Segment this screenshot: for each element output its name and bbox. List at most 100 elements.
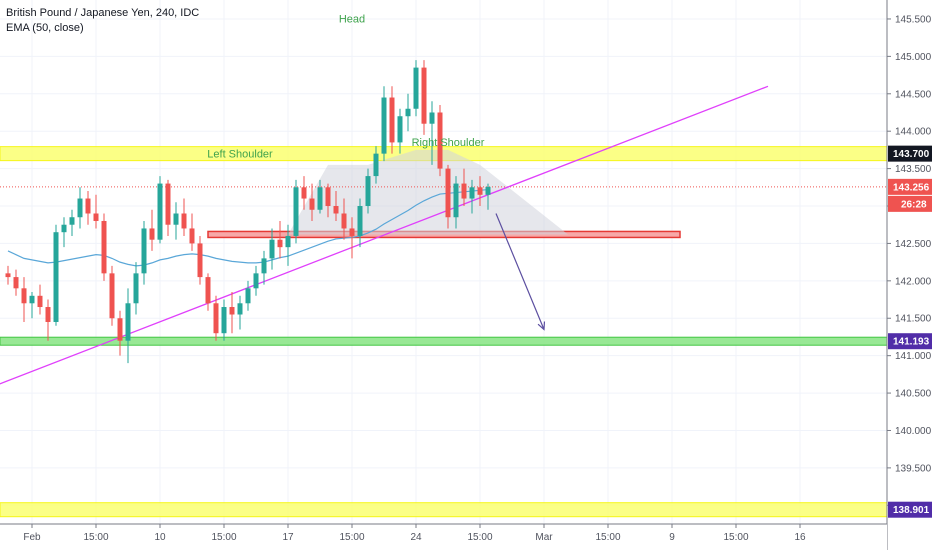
y-tick-label: 145.500: [895, 14, 932, 25]
candle: [445, 168, 451, 218]
level-tag-bg: [888, 145, 932, 162]
x-tick-label: 15:00: [211, 532, 236, 543]
y-tick-label: 144.000: [895, 127, 932, 138]
candles: [5, 60, 491, 364]
candle: [477, 187, 483, 195]
chart-legend: British Pound / Japanese Yen, 240, IDC E…: [6, 6, 199, 36]
x-tick-label: 16: [794, 532, 806, 543]
candle: [109, 273, 115, 319]
candle: [269, 239, 275, 259]
candle: [293, 187, 299, 236]
x-tick-label: 15:00: [723, 532, 748, 543]
level-tag-text: 141.193: [893, 337, 930, 348]
candle: [213, 303, 219, 334]
candle: [37, 295, 43, 308]
price-axis-bg: [887, 0, 932, 550]
candle: [429, 112, 435, 124]
candle: [237, 303, 243, 315]
candle: [133, 273, 139, 304]
level-band: [0, 336, 888, 346]
candle: [413, 67, 419, 109]
candle: [117, 318, 123, 341]
candle: [381, 97, 387, 154]
level-tag: 138.901: [888, 501, 932, 518]
candle: [125, 303, 131, 341]
ascending-trendline: [0, 85, 769, 385]
y-tick-label: 144.500: [895, 89, 932, 100]
candle: [301, 187, 307, 199]
candle: [333, 206, 339, 214]
y-tick-label: 142.500: [895, 239, 932, 250]
candle: [309, 198, 315, 210]
candle: [61, 224, 67, 233]
candle: [285, 235, 291, 248]
projection-arrow: [495, 213, 545, 330]
level-tag-text: 143.700: [893, 149, 930, 160]
candle: [373, 153, 379, 177]
x-tick-label: 10: [154, 532, 166, 543]
pattern-label-right-shoulder: Right Shoulder: [412, 137, 485, 149]
grid-lines: [0, 0, 887, 524]
candle: [5, 273, 11, 278]
candle: [469, 187, 475, 199]
candle: [69, 217, 75, 225]
candle: [357, 206, 363, 236]
candle: [77, 198, 83, 218]
candle: [85, 198, 91, 214]
candle: [205, 277, 211, 304]
ema-line: [7, 188, 489, 267]
symbol-title[interactable]: British Pound / Japanese Yen, 240, IDC: [6, 7, 200, 19]
level-band: [0, 502, 888, 518]
candle: [277, 239, 283, 248]
countdown-bg: [888, 195, 932, 212]
candle: [101, 220, 107, 274]
candle: [245, 288, 251, 304]
candle: [261, 258, 267, 274]
y-tick-label: 140.000: [895, 426, 932, 437]
x-tick-label: 17: [282, 532, 294, 543]
candle: [317, 187, 323, 210]
x-tick-label: 9: [669, 532, 675, 543]
x-tick-label: 15:00: [339, 532, 364, 543]
candle: [485, 186, 491, 195]
x-tick-label: Feb: [23, 532, 41, 543]
candle: [141, 228, 147, 274]
y-tick-label: 142.000: [895, 276, 932, 287]
y-tick-label: 139.500: [895, 463, 932, 474]
y-tick-label: 141.500: [895, 314, 932, 325]
candle: [253, 273, 259, 289]
candle: [173, 213, 179, 225]
pattern-label-head: Head: [339, 14, 365, 26]
last-price-tag: 143.256: [888, 178, 932, 195]
candle: [181, 213, 187, 229]
candle: [389, 97, 395, 143]
x-tick-label: 15:00: [83, 532, 108, 543]
candle: [461, 183, 467, 199]
candle: [21, 288, 27, 304]
y-tick-label: 140.500: [895, 389, 932, 400]
last-price-tag-text: 143.256: [893, 182, 930, 193]
candle: [229, 307, 235, 315]
y-tick-label: 145.000: [895, 52, 932, 63]
countdown-text: 26:28: [901, 199, 927, 210]
candle: [325, 187, 331, 207]
y-tick-label: 141.000: [895, 351, 932, 362]
candle: [437, 112, 443, 169]
y-tick-label: 143.500: [895, 164, 932, 175]
candle: [397, 116, 403, 143]
candle: [157, 183, 163, 240]
candle: [365, 176, 371, 207]
last-price-tag-bg: [888, 178, 932, 195]
x-tick-label: Mar: [535, 532, 553, 543]
candle: [221, 307, 227, 334]
candle: [341, 213, 347, 229]
candle: [45, 307, 51, 322]
candle: [197, 243, 203, 278]
candle: [53, 232, 59, 322]
level-tag-bg: [888, 501, 932, 518]
candle: [165, 183, 171, 225]
projection-arrow-head: [537, 321, 546, 331]
ema-indicator-label[interactable]: EMA (50, close): [6, 22, 84, 34]
